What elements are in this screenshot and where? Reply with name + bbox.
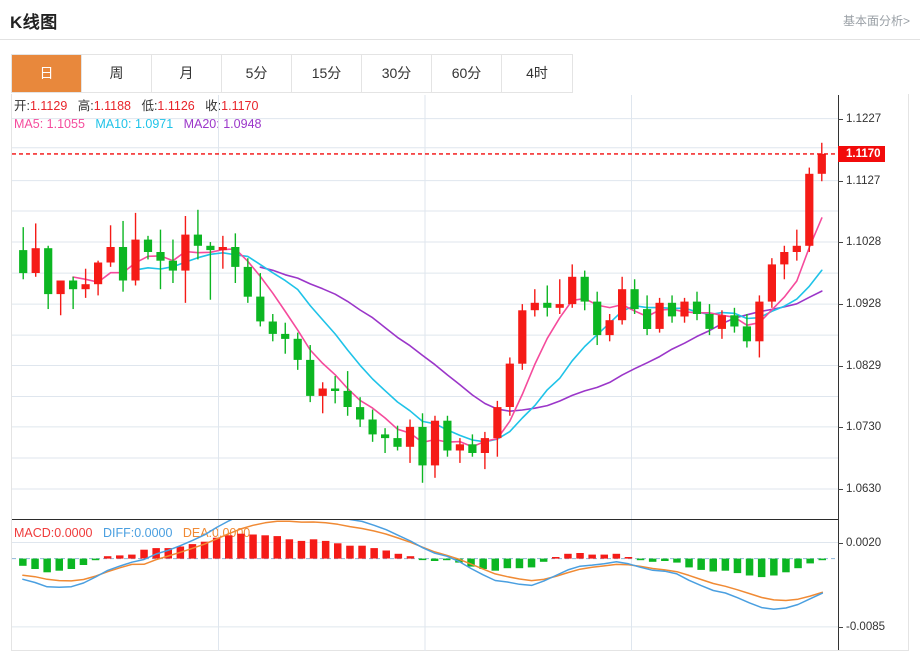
- price-axis-label: 1.0630: [846, 482, 882, 495]
- ma5-label: MA5:: [14, 117, 44, 131]
- price-axis-label: 1.0730: [846, 420, 882, 433]
- macd-axis-tick: [838, 626, 843, 628]
- tab-5[interactable]: 30分: [362, 55, 432, 92]
- high-label: 高:: [77, 99, 94, 113]
- ma20-label: MA20:: [183, 117, 220, 131]
- axis-tick: [838, 488, 843, 490]
- axis-tick: [838, 365, 843, 367]
- open-label: 开:: [14, 99, 30, 113]
- page-title: K线图: [10, 13, 58, 32]
- page-header: K线图 基本面分析>: [0, 0, 920, 40]
- macd-axis-tick: [838, 542, 843, 544]
- tab-2[interactable]: 月: [152, 55, 222, 92]
- tab-6[interactable]: 60分: [432, 55, 502, 92]
- dea-label: DEA:: [182, 526, 213, 540]
- fundamental-analysis-link[interactable]: 基本面分析>: [842, 14, 910, 28]
- open-value: 1.1129: [29, 99, 68, 113]
- macd-label: MACD:: [14, 526, 55, 540]
- tab-7[interactable]: 4时: [502, 55, 572, 92]
- ma5-value: 1.1055: [46, 117, 85, 131]
- axis-tick: [838, 118, 843, 120]
- price-axis-label: 1.0928: [846, 298, 882, 311]
- price-legend: 开:1.1129 高:1.1188 低:1.1126 收:1.1170 MA5:…: [14, 97, 261, 133]
- macd-axis-label: -0.0085: [846, 620, 886, 633]
- high-value: 1.1188: [93, 99, 132, 113]
- macd-axis-label: 0.0020: [846, 536, 882, 549]
- panel-divider: [12, 519, 838, 520]
- ma10-label: MA10:: [95, 117, 132, 131]
- axis-tick: [838, 426, 843, 428]
- close-label: 收:: [205, 99, 222, 113]
- tab-0[interactable]: 日: [12, 55, 82, 92]
- tab-1[interactable]: 周: [82, 55, 152, 92]
- axis-tick: [838, 180, 843, 182]
- ma10-value: 1.0971: [134, 117, 174, 131]
- price-axis-label: 1.0829: [846, 359, 882, 372]
- axis-tick: [838, 242, 843, 244]
- price-axis-label: 1.1227: [846, 112, 882, 125]
- price-axis-label: 1.1028: [846, 236, 882, 249]
- diff-value: 0.0000: [134, 526, 173, 540]
- candlestick-plot[interactable]: [12, 95, 838, 520]
- current-price-label: 1.1170: [838, 145, 885, 162]
- low-label: 低:: [141, 99, 158, 113]
- axis-tick: [838, 304, 843, 306]
- tab-3[interactable]: 5分: [222, 55, 292, 92]
- timeframe-tabs: 日周月 5分 15分 30分 60分 4时: [11, 54, 573, 93]
- close-value: 1.1170: [221, 99, 259, 113]
- ma20-value: 1.0948: [223, 117, 262, 131]
- macd-value: 0.0000: [54, 526, 93, 540]
- tab-4[interactable]: 15分: [292, 55, 362, 92]
- low-value: 1.1126: [157, 99, 195, 113]
- diff-label: DIFF:: [102, 526, 135, 540]
- price-axis-divider: [838, 95, 839, 650]
- macd-plot[interactable]: [12, 520, 838, 651]
- price-axis-label: 1.1127: [846, 174, 881, 187]
